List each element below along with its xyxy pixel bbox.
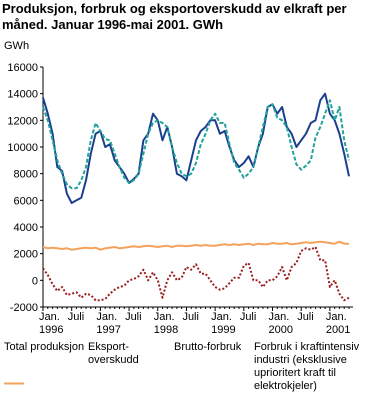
x-tick-label: Juli <box>240 311 257 323</box>
x-tick-label: Juli <box>125 311 142 323</box>
legend-label: Total produksjon <box>4 341 85 353</box>
series-line <box>42 246 350 302</box>
y-tick-label: -2000 <box>10 302 38 314</box>
y-tick-label: 6000 <box>14 195 38 207</box>
legend-swatch <box>4 382 24 385</box>
legend-item: Eksport-overskudd <box>4 341 174 393</box>
series-line <box>42 92 350 204</box>
x-tick-label: Jan. 2001 <box>326 311 350 336</box>
x-tick-label: Jan. 1996 <box>39 311 63 336</box>
x-tick-label: Jan. 1998 <box>154 311 178 336</box>
chart-title: Produksjon, forbruk og eksportoverskudd … <box>2 1 347 32</box>
series-line <box>42 99 350 190</box>
y-tick-label: 4000 <box>14 222 38 234</box>
y-axis-label: GWh <box>4 40 29 52</box>
y-tick-label: 14000 <box>7 89 38 101</box>
x-tick-label: Jan. 1999 <box>211 311 235 336</box>
legend: Total produksjon Eksport-overskudd Brutto-… <box>4 341 362 393</box>
y-tick-label: 10000 <box>7 142 38 154</box>
chart: GWh -2000 0 2000 4000 6000 8000 10000 12000 1400… <box>4 40 353 336</box>
y-tick-label: 2000 <box>14 249 38 261</box>
y-tick-label: 0 <box>32 275 38 287</box>
x-tick-label: Juli <box>68 311 85 323</box>
x-tick-label: Jan. 2000 <box>269 311 293 336</box>
legend-item: Brutto-forbruk <box>4 341 254 393</box>
series-line <box>42 240 349 251</box>
y-tick-label: 8000 <box>14 169 38 181</box>
legend-item: Forbruk i kraftintensiv industri (eksklu… <box>4 341 362 393</box>
x-tick-label: Juli <box>182 311 199 323</box>
legend-label: Brutto-forbruk <box>174 341 242 353</box>
y-tick-label: 12000 <box>7 115 38 127</box>
legend-label: Eksport-overskudd <box>88 341 139 366</box>
legend-label: Forbruk i kraftintensiv industri (eksklu… <box>254 341 360 392</box>
x-tick-label: Juli <box>297 311 314 323</box>
y-tick-label: 16000 <box>7 62 38 74</box>
x-tick-label: Jan. 1997 <box>96 311 120 336</box>
